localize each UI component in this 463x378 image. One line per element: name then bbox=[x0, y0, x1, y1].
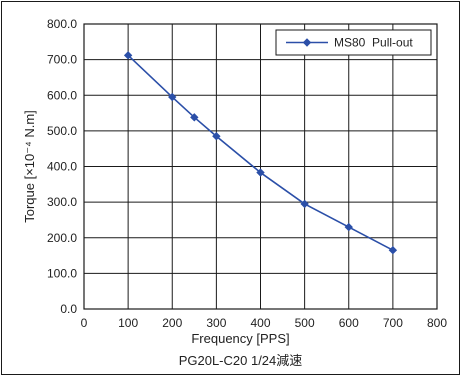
x-tick-labels: 0 100 200 300 400 500 600 700 800 bbox=[81, 316, 448, 330]
x-tick-label: 400 bbox=[250, 316, 270, 330]
y-tick-label: 800.0 bbox=[47, 17, 77, 31]
data-point-marker bbox=[123, 51, 133, 60]
x-axis-label: Frequency [PPS] bbox=[191, 331, 289, 346]
grid-lines bbox=[83, 23, 438, 310]
y-axis-label: Torque [×10⁻⁴ N.m] bbox=[22, 110, 37, 223]
y-tick-label: 100.0 bbox=[47, 266, 77, 280]
y-tick-label: 200.0 bbox=[47, 231, 77, 245]
y-tick-label: 0.0 bbox=[60, 302, 77, 316]
x-tick-label: 100 bbox=[118, 316, 138, 330]
series-line bbox=[127, 54, 394, 251]
x-tick-label: 800 bbox=[427, 316, 447, 330]
series-layer bbox=[123, 51, 398, 255]
y-tick-label: 700.0 bbox=[47, 53, 77, 67]
x-tick-label: 0 bbox=[81, 316, 88, 330]
y-tick-labels: 0.0 100.0 200.0 300.0 400.0 500.0 600.0 700.0 80… bbox=[47, 17, 77, 316]
data-point-marker bbox=[388, 246, 398, 255]
legend-marker bbox=[302, 38, 312, 47]
x-tick-label: 700 bbox=[383, 316, 403, 330]
data-point-marker bbox=[256, 168, 265, 177]
legend-label: MS80 Pull-out bbox=[334, 36, 413, 50]
y-tick-label: 600.0 bbox=[47, 88, 77, 102]
y-tick-label: 400.0 bbox=[47, 160, 77, 174]
x-tick-label: 200 bbox=[162, 316, 182, 330]
plot-area bbox=[83, 23, 438, 310]
y-tick-label: 500.0 bbox=[47, 124, 77, 138]
y-tick-label: 300.0 bbox=[47, 195, 77, 209]
data-point-marker bbox=[300, 199, 309, 209]
legend: MS80 Pull-out bbox=[275, 29, 432, 56]
data-point-marker bbox=[190, 113, 199, 122]
x-tick-label: 300 bbox=[206, 316, 226, 330]
data-point-marker bbox=[168, 92, 177, 102]
data-point-marker bbox=[212, 132, 221, 141]
x-tick-label: 600 bbox=[339, 316, 359, 330]
chart-subtitle: PG20L-C20 1/24減速 bbox=[179, 353, 303, 368]
x-tick-label: 500 bbox=[295, 316, 315, 330]
data-point-marker bbox=[344, 222, 353, 232]
